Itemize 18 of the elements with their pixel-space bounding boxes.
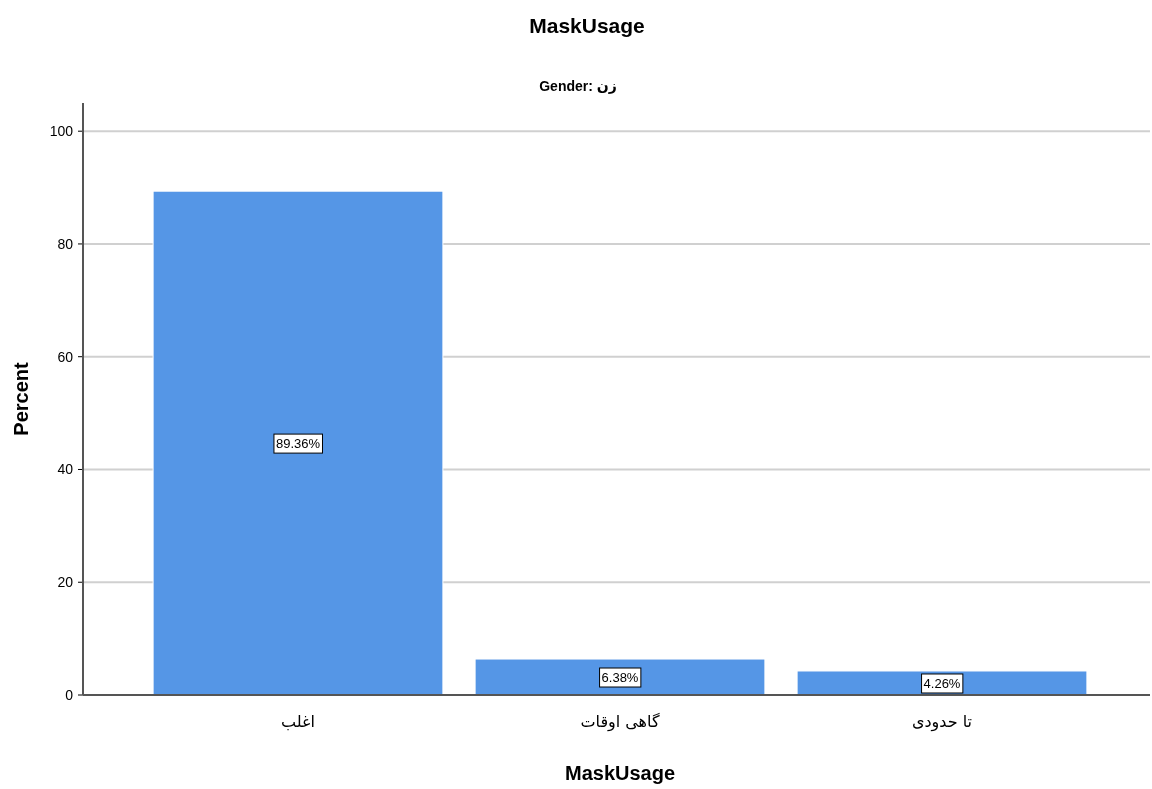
- data-label: 4.26%: [923, 675, 961, 691]
- y-tick-label: 0: [65, 687, 74, 703]
- bar: [152, 190, 444, 696]
- chart-subtitle: Gender: زن: [539, 78, 617, 94]
- y-tick-label: 100: [49, 123, 74, 140]
- chart-title: MaskUsage: [529, 14, 645, 37]
- y-axis-title: Percent: [10, 361, 32, 436]
- x-tick-label: گاهی اوقات: [580, 712, 660, 732]
- y-tick-label: 60: [57, 348, 74, 365]
- x-tick-label: اغلب: [281, 712, 315, 731]
- y-tick-label: 80: [57, 235, 74, 252]
- bar: [474, 658, 766, 696]
- data-label: 89.36%: [275, 436, 321, 452]
- x-tick-label: تا حدودی: [911, 712, 973, 732]
- y-tick-label: 20: [57, 574, 74, 591]
- data-label: 6.38%: [601, 670, 639, 686]
- y-tick-label: 40: [57, 461, 74, 478]
- x-axis-title: MaskUsage: [564, 762, 676, 784]
